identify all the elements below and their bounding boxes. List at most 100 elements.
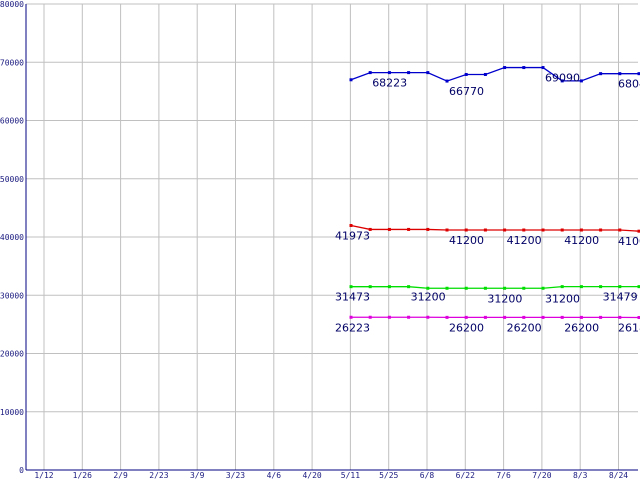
data-label: 31200: [545, 292, 580, 305]
data-labels: 68223 66770 69090 68040 41973 41200 41200 41200…: [335, 72, 640, 335]
data-label: 41200: [564, 234, 599, 247]
data-label: 31200: [487, 292, 522, 305]
series-1-point: [560, 228, 564, 232]
series-3-point: [483, 315, 487, 319]
series-0-point: [368, 71, 372, 75]
series-3-point: [349, 315, 353, 319]
series-3-point: [464, 315, 468, 319]
x-tick-label: 8/24: [609, 471, 628, 480]
data-label: 26200: [449, 321, 484, 334]
y-tick-label: 30000: [0, 291, 24, 300]
series-2-point: [464, 286, 468, 290]
series-3-point: [387, 315, 391, 319]
series-0-point: [387, 71, 391, 75]
data-label: 26223: [335, 321, 370, 334]
series-1-point: [522, 228, 526, 232]
x-tick-label: 5/25: [379, 471, 398, 480]
data-label: 68040: [618, 78, 640, 91]
x-tick-label: 4/20: [302, 471, 321, 480]
data-label: 31473: [335, 291, 370, 304]
data-label: 66770: [449, 85, 484, 98]
series-2-point: [637, 285, 640, 289]
series-2-point: [618, 285, 622, 289]
series-0-point: [464, 72, 468, 76]
series-3-point: [426, 315, 430, 319]
series-3-point: [368, 315, 372, 319]
series-2-point: [541, 286, 545, 290]
y-tick-label: 10000: [0, 408, 24, 417]
series-1-point: [368, 227, 372, 231]
series-line-0: [350, 66, 639, 82]
series-3-point: [541, 315, 545, 319]
series-1-point: [637, 229, 640, 233]
series-1-point: [426, 227, 430, 231]
data-label: 69090: [545, 72, 580, 85]
x-tick-label: 7/20: [532, 471, 551, 480]
y-tick-label: 20000: [0, 350, 24, 359]
y-tick-label: 70000: [0, 58, 24, 67]
data-label: 26200: [507, 321, 542, 334]
series-2-point: [407, 285, 411, 289]
series-2-point: [560, 285, 564, 289]
series-1-point: [503, 228, 507, 232]
series-3-point: [503, 315, 507, 319]
x-tick-label: 2/23: [149, 471, 168, 480]
series-2-point: [522, 286, 526, 290]
x-tick-label: 1/26: [73, 471, 92, 480]
x-tick-label: 4/6: [267, 471, 282, 480]
y-tick-label: 50000: [0, 175, 24, 184]
series-1-point: [445, 228, 449, 232]
data-label: 31200: [411, 291, 446, 304]
series-0-point: [349, 78, 353, 82]
series-2-point: [349, 285, 353, 289]
series-1-point: [349, 224, 353, 228]
series-2-point: [445, 286, 449, 290]
data-label: 41200: [507, 234, 542, 247]
series-3-point: [637, 316, 640, 320]
x-tick-label: 8/3: [573, 471, 588, 480]
series-2-point: [387, 285, 391, 289]
series-1-point: [579, 228, 583, 232]
x-tick-label: 7/6: [496, 471, 511, 480]
series-1-point: [483, 228, 487, 232]
axes: [25, 4, 638, 471]
series-1-point: [387, 227, 391, 231]
data-label: 68223: [372, 77, 407, 90]
series-1-point: [618, 228, 622, 232]
series-0-point: [407, 71, 411, 75]
x-axis-tick-labels: 1/12 1/26 2/9 2/23 3/9 3/23 4/6 4/20 5/11 5/25 6/8…: [34, 471, 628, 480]
x-tick-label: 3/23: [226, 471, 245, 480]
x-tick-label: 3/9: [190, 471, 205, 480]
series-3-point: [579, 315, 583, 319]
series-0-point: [426, 71, 430, 75]
y-tick-label: 0: [19, 466, 24, 475]
series-lines: [349, 66, 640, 320]
series-1-point: [541, 228, 545, 232]
series-2-point: [426, 286, 430, 290]
series-1-point: [599, 228, 603, 232]
series-0-point: [503, 66, 507, 70]
y-axis-tick-labels: 0 10000 20000 30000 40000 50000 60000 70000 8000…: [0, 0, 24, 475]
series-0-point: [618, 72, 622, 76]
x-tick-label: 6/8: [420, 471, 435, 480]
series-0-point: [637, 72, 640, 76]
data-label: 31479: [603, 291, 638, 304]
data-label: 41973: [335, 230, 370, 243]
data-label: 26180: [618, 322, 640, 335]
x-tick-label: 5/11: [341, 471, 360, 480]
x-tick-label: 2/9: [113, 471, 128, 480]
series-3-point: [445, 315, 449, 319]
series-0-point: [599, 72, 603, 76]
data-label: 41000: [618, 235, 640, 248]
series-2-point: [368, 285, 372, 289]
series-0-point: [541, 66, 545, 70]
y-tick-label: 80000: [0, 0, 24, 9]
series-0-point: [445, 79, 449, 83]
data-label: 26200: [564, 321, 599, 334]
series-2-point: [599, 285, 603, 289]
series-0-point: [579, 79, 583, 83]
series-3-point: [522, 315, 526, 319]
series-0-point: [522, 66, 526, 70]
series-line-1: [350, 224, 640, 232]
